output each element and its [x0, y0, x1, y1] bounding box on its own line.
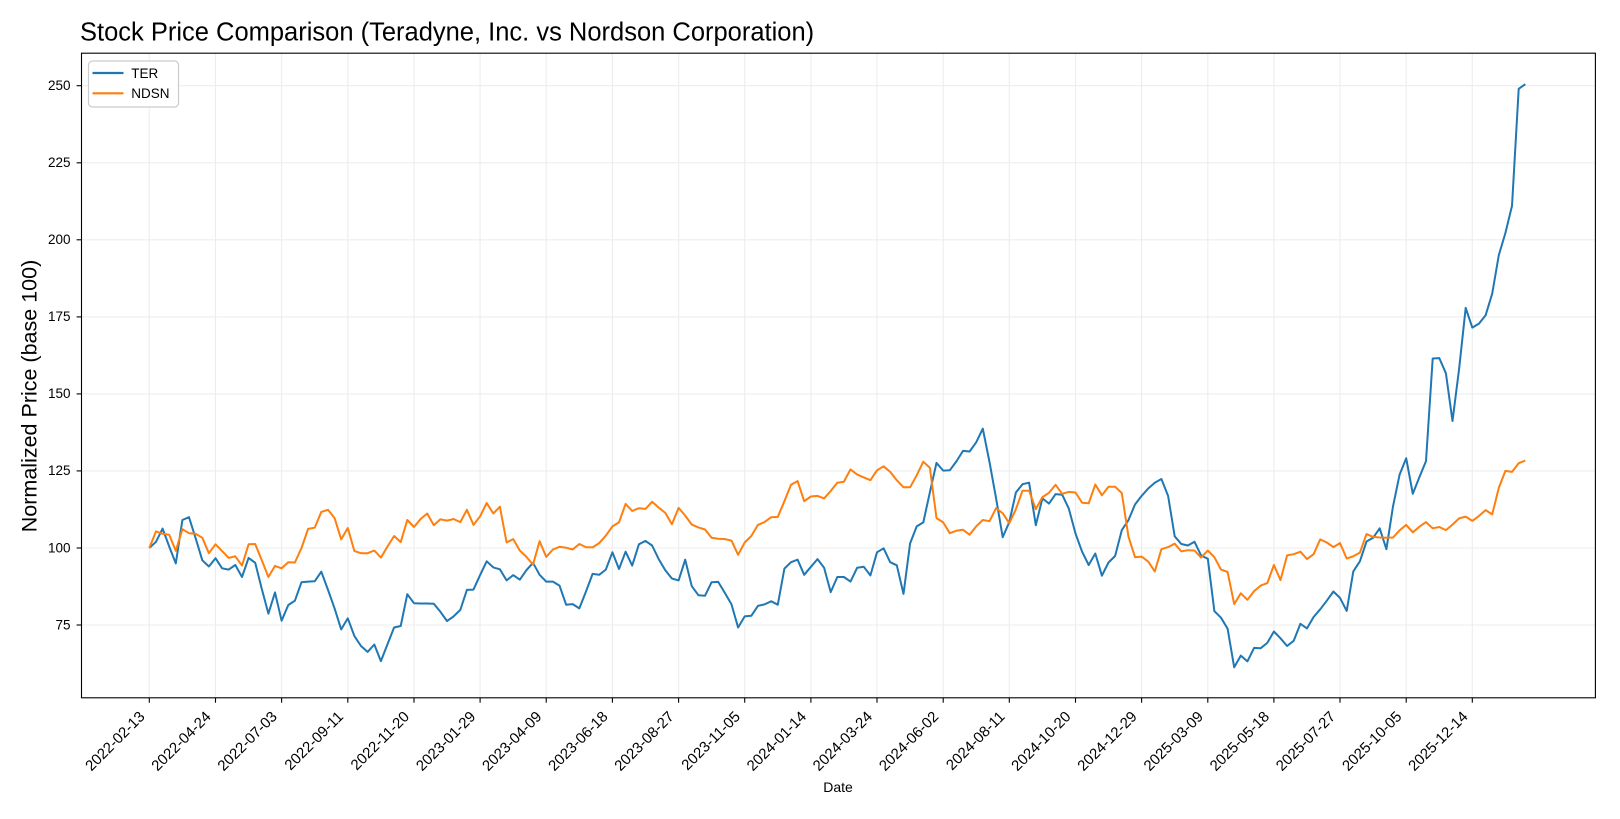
svg-text:125: 125: [48, 463, 71, 478]
svg-text:150: 150: [48, 386, 71, 401]
svg-text:225: 225: [48, 155, 71, 170]
svg-text:Normalized Price (base 100): Normalized Price (base 100): [17, 260, 41, 532]
svg-text:Date: Date: [823, 779, 853, 795]
svg-text:75: 75: [55, 617, 70, 632]
svg-text:200: 200: [48, 232, 71, 247]
svg-text:TER: TER: [131, 66, 158, 81]
svg-text:NDSN: NDSN: [131, 86, 169, 101]
svg-text:175: 175: [48, 309, 71, 324]
svg-text:Stock Price Comparison (Terady: Stock Price Comparison (Teradyne, Inc. v…: [80, 19, 814, 47]
svg-text:100: 100: [48, 540, 71, 555]
svg-text:250: 250: [48, 78, 71, 93]
